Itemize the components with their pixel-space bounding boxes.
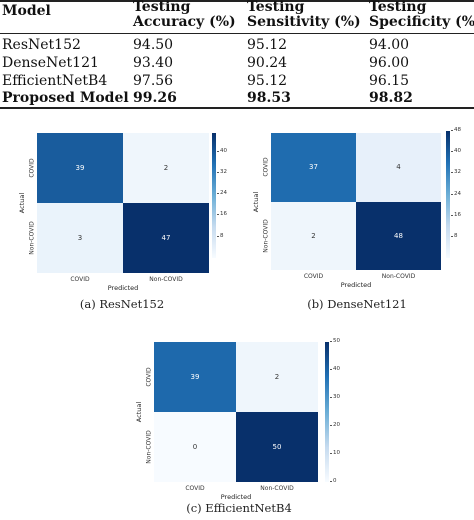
y-tick-label: COVID [145, 367, 153, 387]
matrix-cell [154, 342, 236, 412]
caption-resnet152: (a) ResNet152 [79, 297, 165, 311]
cell-value: 2 [311, 231, 316, 240]
cell-value: 50 [272, 443, 282, 451]
x-tick-label: Non-COVID [381, 273, 416, 280]
matrix-cell [271, 201, 356, 270]
y-axis-label: Actual [135, 401, 143, 423]
header-model: Model [2, 3, 51, 19]
row-accuracy: 97.56 [133, 73, 174, 89]
colorbar-tick-label: 32 [217, 168, 227, 175]
table-top-rule [0, 0, 474, 2]
x-tick-label: COVID [303, 273, 324, 280]
matrix-cell [356, 201, 441, 270]
row-specificity: 96.15 [369, 73, 410, 89]
colorbar-tick-label: 16 [451, 211, 461, 218]
cell-value: 47 [161, 234, 171, 242]
row-model: Proposed Model [2, 90, 129, 106]
x-axis-label: Predicted [220, 493, 252, 501]
row-sensitivity: 95.12 [247, 37, 288, 53]
colorbar-tick-label: 40 [330, 366, 340, 372]
cell-value: 0 [192, 443, 198, 451]
x-axis-label: Predicted [340, 281, 372, 289]
y-tick-label: Non-COVID [145, 430, 153, 464]
caption-efficientnetb4: (c) EfficientNetB4 [186, 501, 292, 515]
matrix-cell [37, 133, 123, 203]
colorbar [325, 342, 329, 482]
colorbar [446, 131, 450, 258]
header-accuracy-line2: Accuracy (%) [133, 14, 236, 30]
header-sensitivity-line1: Testing [247, 0, 305, 15]
colorbar-tick-label: 40 [451, 148, 461, 155]
cell-value: 48 [394, 231, 403, 240]
matrix-cell [123, 203, 209, 273]
colorbar [212, 133, 216, 258]
row-sensitivity: 90.24 [247, 55, 288, 71]
cell-value: 2 [163, 164, 169, 172]
colorbar-tick-label: 16 [217, 211, 227, 218]
colorbar-tick-label: 24 [217, 190, 227, 197]
cell-value: 4 [396, 163, 401, 172]
header-specificity-line1: Testing [369, 0, 427, 15]
x-tick-label: Non-COVID [149, 276, 183, 283]
row-model: EfficientNetB4 [2, 73, 108, 89]
x-tick-label: Non-COVID [260, 485, 294, 492]
cell-value: 37 [309, 163, 318, 172]
cell-value: 39 [75, 164, 85, 172]
colorbar-tick-label: 10 [330, 450, 340, 456]
matrix-cell [236, 412, 318, 482]
matrix-cell [123, 133, 209, 203]
row-sensitivity: 98.53 [247, 90, 291, 106]
x-tick-label: COVID [70, 276, 90, 283]
cell-value: 2 [274, 373, 280, 381]
header-accuracy-line1: Testing [133, 0, 191, 15]
row-specificity: 98.82 [369, 90, 413, 106]
colorbar-tick-label: 0 [330, 478, 337, 484]
table-bottom-rule [0, 107, 474, 109]
header-sensitivity-line2: Sensitivity (%) [247, 14, 361, 30]
row-specificity: 94.00 [369, 37, 410, 53]
row-model: ResNet152 [2, 37, 81, 53]
x-tick-label: COVID [185, 485, 205, 492]
colorbar-tick-label: 48 [451, 127, 461, 133]
colorbar-tick-label: 50 [330, 338, 340, 344]
row-accuracy: 94.50 [133, 37, 174, 53]
cell-value: 3 [77, 234, 83, 242]
row-sensitivity: 95.12 [247, 73, 288, 89]
caption-densenet121: (b) DenseNet121 [307, 297, 407, 311]
row-specificity: 96.00 [369, 55, 410, 71]
colorbar-tick-label: 30 [330, 394, 340, 400]
colorbar-tick-label: 20 [330, 422, 340, 428]
matrix-cell [356, 133, 441, 202]
cell-value: 39 [190, 373, 200, 381]
matrix-cell [271, 133, 356, 202]
colorbar-tick-label: 8 [451, 232, 458, 239]
row-accuracy: 99.26 [133, 90, 177, 106]
matrix-cell [37, 203, 123, 273]
colorbar-tick-label: 8 [217, 232, 224, 239]
row-accuracy: 93.40 [133, 55, 174, 71]
header-specificity-line2: Specificity (%) [369, 14, 474, 30]
colorbar-tick-label: 40 [217, 147, 227, 154]
row-model: DenseNet121 [2, 55, 99, 71]
table-header-rule [0, 33, 474, 34]
matrix-cell [236, 342, 318, 412]
matrix-cell [154, 412, 236, 482]
x-axis-label: Predicted [107, 284, 139, 292]
colorbar-tick-label: 24 [451, 190, 461, 197]
colorbar-tick-label: 32 [451, 169, 461, 176]
